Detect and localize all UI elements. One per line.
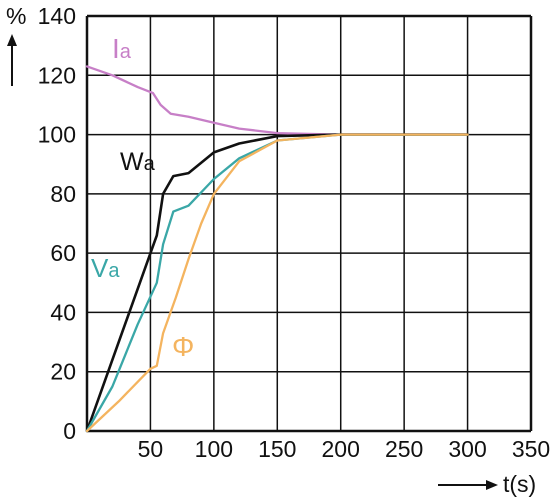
x-tick-label: 250 [385, 436, 423, 462]
x-axis-label: t(s) [503, 471, 536, 497]
y-tick-label: 140 [38, 3, 76, 29]
y-axis-label: % [6, 3, 26, 29]
x-tick-label: 50 [138, 436, 164, 462]
x-tick-label: 150 [258, 436, 296, 462]
x-axis-arrow [438, 480, 498, 490]
series-line-phi [85, 133, 469, 433]
x-tick-label: 100 [195, 436, 233, 462]
y-tick-label: 100 [38, 122, 76, 148]
x-tick-labels: 50 100 150 200 250 300 350 [138, 436, 551, 462]
y-tick-label: 40 [50, 299, 76, 325]
series-label-wa: Wa [120, 148, 156, 176]
x-tick-label: 350 [512, 436, 550, 462]
x-tick-label: 200 [322, 436, 360, 462]
y-tick-labels: 0 20 40 60 80 100 120 140 [38, 3, 76, 444]
x-tick-label: 300 [448, 436, 486, 462]
y-tick-label: 120 [38, 62, 76, 88]
series-label-va: Va [91, 253, 120, 283]
series-label-ia: Ia [112, 33, 132, 64]
series-label-phi: Φ [172, 331, 194, 362]
y-tick-label: 20 [50, 359, 76, 385]
grid [85, 14, 533, 433]
y-tick-label: 0 [63, 418, 76, 444]
y-tick-label: 80 [50, 181, 76, 207]
y-axis-arrow [7, 34, 17, 86]
y-tick-label: 60 [50, 240, 76, 266]
series-lines [85, 65, 469, 433]
